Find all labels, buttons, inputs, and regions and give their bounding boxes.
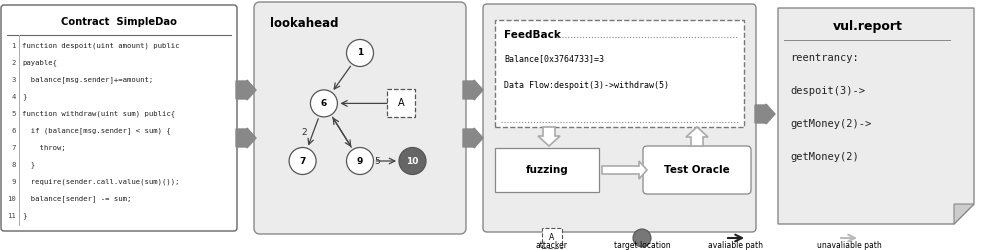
Text: 2: 2 — [11, 60, 16, 66]
Polygon shape — [538, 127, 560, 146]
Text: 5: 5 — [374, 156, 380, 166]
Text: lookahead: lookahead — [270, 18, 338, 30]
FancyBboxPatch shape — [643, 146, 751, 194]
Text: despoit(3)->: despoit(3)-> — [790, 86, 865, 96]
Text: 2: 2 — [301, 128, 307, 137]
Polygon shape — [463, 80, 483, 100]
Circle shape — [399, 148, 426, 174]
Polygon shape — [463, 128, 483, 148]
Text: getMoney(2): getMoney(2) — [790, 152, 859, 162]
FancyBboxPatch shape — [483, 4, 756, 232]
FancyBboxPatch shape — [254, 2, 466, 234]
Text: if (balance[msg.sender] < sum) {: if (balance[msg.sender] < sum) { — [22, 128, 171, 134]
Circle shape — [347, 148, 374, 174]
Text: 9: 9 — [357, 156, 363, 166]
Polygon shape — [755, 104, 775, 124]
Circle shape — [633, 229, 651, 247]
Text: getMoney(2)->: getMoney(2)-> — [790, 119, 871, 129]
Text: }: } — [22, 212, 27, 219]
Text: A: A — [398, 98, 404, 108]
Polygon shape — [686, 127, 708, 146]
Text: 11: 11 — [7, 213, 16, 219]
FancyBboxPatch shape — [495, 20, 744, 127]
Text: balance[msg.sender]+=amount;: balance[msg.sender]+=amount; — [22, 76, 154, 83]
Text: FeedBack: FeedBack — [504, 30, 561, 40]
Text: target location: target location — [614, 242, 670, 250]
Text: 10: 10 — [406, 156, 419, 166]
Text: function withdraw(uint sum) public{: function withdraw(uint sum) public{ — [22, 110, 176, 117]
Text: A: A — [549, 234, 555, 242]
Polygon shape — [236, 80, 256, 100]
Text: Balance[0x3764733]=3: Balance[0x3764733]=3 — [504, 54, 604, 64]
Text: 5: 5 — [11, 111, 16, 117]
Text: }: } — [22, 162, 36, 168]
Text: Contract  SimpleDao: Contract SimpleDao — [61, 17, 177, 27]
Polygon shape — [236, 128, 256, 148]
Polygon shape — [778, 8, 974, 224]
Text: payable{: payable{ — [22, 60, 58, 66]
Text: 4: 4 — [11, 94, 16, 100]
Circle shape — [289, 148, 316, 174]
Text: 6: 6 — [11, 128, 16, 134]
FancyBboxPatch shape — [387, 90, 415, 118]
Text: 6: 6 — [321, 99, 327, 108]
Text: 10: 10 — [7, 196, 16, 202]
Text: avaliable path: avaliable path — [708, 242, 764, 250]
Text: function despoit(uint amount) public: function despoit(uint amount) public — [22, 43, 180, 49]
FancyBboxPatch shape — [542, 228, 562, 248]
Text: }: } — [22, 94, 27, 100]
FancyBboxPatch shape — [495, 148, 599, 192]
Text: 1: 1 — [11, 43, 16, 49]
Text: attacker: attacker — [536, 242, 568, 250]
Text: 1: 1 — [357, 48, 363, 58]
Text: Data Flow:despoit(3)->withdraw(5): Data Flow:despoit(3)->withdraw(5) — [504, 80, 669, 90]
Polygon shape — [954, 204, 974, 224]
Circle shape — [347, 40, 374, 66]
Text: reentrancy:: reentrancy: — [790, 53, 859, 63]
Text: 8: 8 — [11, 162, 16, 168]
Text: Test Oracle: Test Oracle — [664, 165, 730, 175]
FancyBboxPatch shape — [1, 5, 237, 231]
Text: throw;: throw; — [22, 145, 66, 151]
Text: 9: 9 — [11, 179, 16, 185]
Polygon shape — [602, 161, 647, 179]
Text: require(sender.call.value(sum)());: require(sender.call.value(sum)()); — [22, 179, 180, 185]
Text: 7: 7 — [11, 145, 16, 151]
Text: balance[sender] -= sum;: balance[sender] -= sum; — [22, 196, 132, 202]
Text: 7: 7 — [299, 156, 306, 166]
Text: vul.report: vul.report — [833, 20, 903, 32]
Circle shape — [310, 90, 337, 117]
Text: fuzzing: fuzzing — [526, 165, 568, 175]
Text: 3: 3 — [11, 77, 16, 83]
Text: unavaliable path: unavaliable path — [817, 242, 881, 250]
